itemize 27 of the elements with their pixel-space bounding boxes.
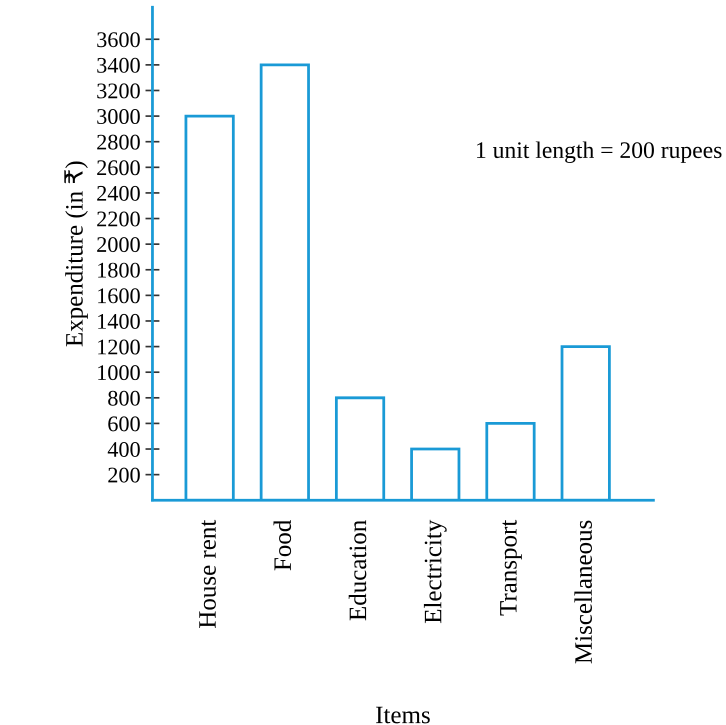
x-tick-label: Electricity [424, 520, 447, 624]
y-tick-label: 3000 [97, 109, 140, 124]
x-tick-label: Food [274, 520, 292, 570]
x-axis-title: Items [376, 706, 430, 724]
y-tick-label: 1200 [98, 340, 140, 355]
y-tick-label: 2600 [97, 160, 140, 176]
y-tick-label: 1400 [98, 314, 140, 329]
y-tick-label: 800 [108, 390, 140, 406]
x-tick-label: House rent [199, 520, 216, 628]
x-tick-label: Education [348, 520, 366, 620]
y-tick-label: 3400 [97, 58, 140, 73]
y-tick-label: 2000 [97, 237, 140, 252]
y-tick-label: 600 [108, 416, 140, 432]
y-axis-title: Expenditure (in ₹) [64, 162, 88, 346]
y-tick-label: 2800 [97, 134, 140, 150]
y-tick-label: 2400 [97, 186, 140, 201]
y-tick-label: 3600 [97, 32, 140, 48]
y-tick-label: 1800 [98, 262, 140, 278]
y-tick-label: 1000 [98, 365, 140, 380]
y-tick-label: 200 [108, 468, 140, 483]
x-tick-label: Miscellaneous [574, 520, 592, 664]
y-tick-label: 1600 [98, 288, 140, 304]
y-tick-label: 2200 [97, 211, 140, 226]
annotation: 1 unit length = 200 rupees [477, 142, 722, 163]
x-tick-label: Transport [500, 520, 522, 616]
y-tick-label: 400 [108, 442, 140, 457]
y-tick-label: 3200 [97, 83, 140, 98]
